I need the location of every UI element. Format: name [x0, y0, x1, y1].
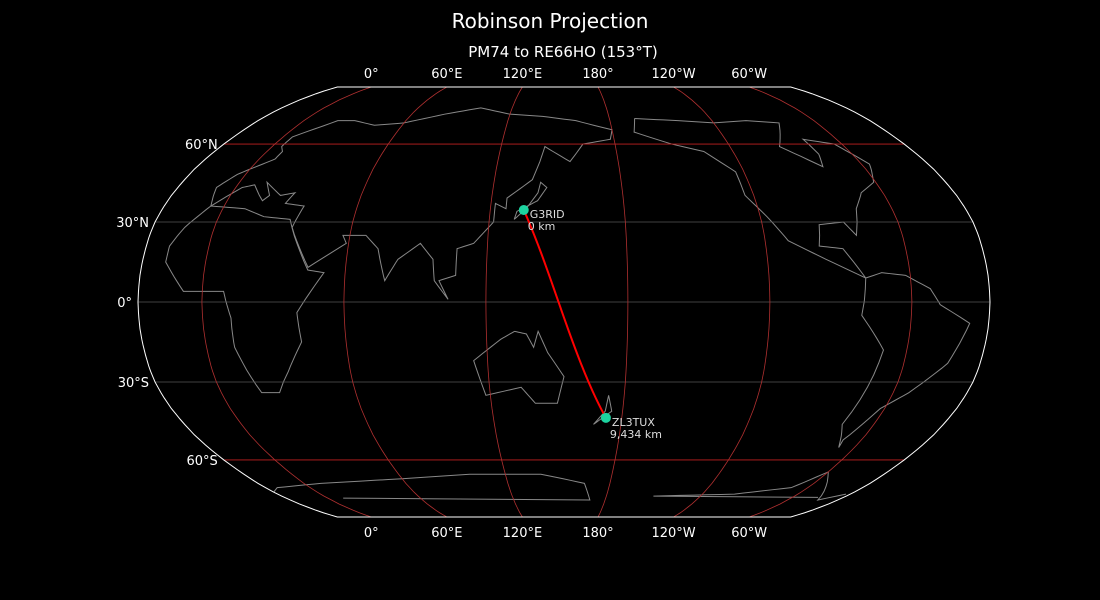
station-marker	[518, 205, 529, 216]
coastline	[473, 329, 565, 404]
station-distance: 9,434 km	[610, 428, 662, 441]
coastline	[165, 205, 325, 394]
longitude-label-bottom: 0°	[364, 526, 379, 541]
station-callsign: ZL3TUX	[612, 416, 655, 429]
longitude-label-top: 180°	[582, 67, 613, 82]
longitude-label-bottom: 120°E	[503, 526, 543, 541]
station-marker	[600, 412, 611, 423]
map-title: Robinson Projection	[451, 9, 649, 33]
latitude-label: 60°N	[185, 138, 218, 153]
coastline	[593, 395, 613, 425]
meridian-line	[597, 86, 629, 518]
coastline	[633, 117, 875, 279]
station-distance: 0 km	[528, 220, 556, 233]
meridian-line	[343, 86, 448, 518]
coastline	[838, 272, 971, 448]
meridian-line	[485, 86, 523, 518]
longitude-label-top: 120°E	[503, 67, 543, 82]
longitude-label-bottom: 120°W	[651, 526, 695, 541]
coastline	[210, 107, 613, 300]
map-subtitle: PM74 to RE66HO (153°T)	[468, 43, 658, 61]
longitude-label-bottom: 60°E	[431, 526, 462, 541]
latitude-label: 60°S	[186, 454, 217, 469]
latitude-label: 0°	[117, 296, 132, 311]
longitude-label-bottom: 60°W	[731, 526, 767, 541]
longitude-label-top: 60°E	[431, 67, 462, 82]
meridian-line	[201, 86, 372, 518]
meridian-line	[673, 86, 771, 518]
meridian-line	[749, 86, 913, 518]
latitude-label: 30°S	[118, 376, 149, 391]
longitude-label-bottom: 180°	[582, 526, 613, 541]
coastline	[653, 471, 829, 498]
map-border	[137, 86, 991, 518]
great-circle-path	[522, 209, 607, 419]
longitude-label-top: 120°W	[651, 67, 695, 82]
latitude-label: 30°N	[116, 216, 149, 231]
coastline	[273, 473, 591, 501]
station-callsign: G3RID	[530, 208, 565, 221]
coastline	[816, 471, 847, 501]
longitude-label-top: 0°	[364, 67, 379, 82]
longitude-label-top: 60°W	[731, 67, 767, 82]
